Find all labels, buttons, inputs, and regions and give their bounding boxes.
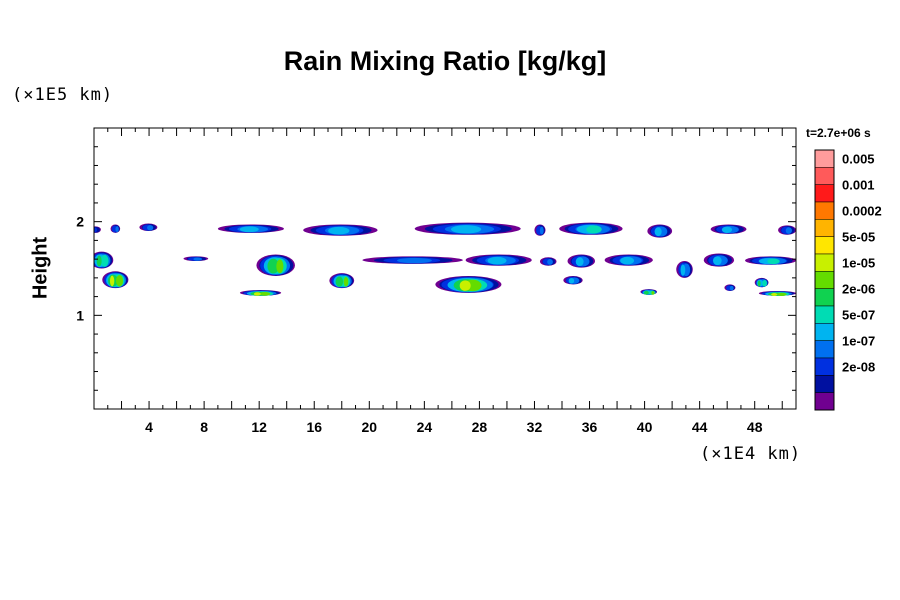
colorbar-segment-1 xyxy=(814,167,835,185)
colorbar-frame xyxy=(814,149,835,411)
colorbar-segment-14 xyxy=(814,392,835,411)
x-tick-label-6: 28 xyxy=(472,419,488,435)
rain-blob-22 xyxy=(703,253,735,267)
colorbar-segment-7 xyxy=(814,271,835,289)
colorbar-segment-6 xyxy=(814,253,835,272)
colorbar-segment-5 xyxy=(814,236,835,255)
x-tick-label-4: 20 xyxy=(362,419,378,435)
rain-blob-7 xyxy=(559,222,623,235)
colorbar: 0.005 0.001 0.0002 5e-05 1e-05 2e-06 5e-07 1e-0… xyxy=(814,149,882,411)
rain-blob-8 xyxy=(647,224,673,238)
colorbar-segment-11 xyxy=(814,340,835,359)
rain-blob-1 xyxy=(110,224,121,233)
rain-blob-6 xyxy=(534,224,546,236)
rain-blob-21 xyxy=(676,261,693,278)
rain-blob-25 xyxy=(239,290,282,296)
colorbar-label-4: 1e-05 xyxy=(842,256,875,271)
colorbar-label-6: 5e-07 xyxy=(842,308,875,323)
rain-blob-10 xyxy=(778,225,796,235)
rain-blob-2 xyxy=(139,223,158,232)
x-tick-label-9: 40 xyxy=(637,419,653,435)
y-tick-label-0: 1 xyxy=(76,307,84,323)
colorbar-label-8: 2e-08 xyxy=(842,360,875,375)
rain-blob-4 xyxy=(303,224,378,236)
y-axis-unit: (×1E5 km) xyxy=(12,85,114,105)
colorbar-label-7: 1e-07 xyxy=(842,334,875,349)
colorbar-segment-2 xyxy=(814,184,835,203)
x-tick-label-1: 8 xyxy=(200,419,208,435)
rain-blob-26 xyxy=(640,289,657,295)
colorbar-label-3: 5e-05 xyxy=(842,230,875,245)
rain-blob-16 xyxy=(362,256,463,264)
x-tick-label-8: 36 xyxy=(582,419,598,435)
colorbar-label-5: 2e-06 xyxy=(842,282,875,297)
rain-blob-9 xyxy=(710,224,747,234)
colorbar-segment-10 xyxy=(814,323,835,341)
colorbar-segment-12 xyxy=(814,357,835,376)
rain-blob-15 xyxy=(329,273,355,289)
colorbar-segment-8 xyxy=(814,288,835,307)
time-label: t=2.7e+06 s xyxy=(806,126,871,140)
rain-blob-12 xyxy=(102,271,129,289)
rain-blob-19 xyxy=(567,254,596,268)
rain-blob-14 xyxy=(256,254,295,276)
colorbar-label-0: 0.005 xyxy=(842,152,875,167)
chart-title: Rain Mixing Ratio [kg/kg] xyxy=(283,46,607,76)
rain-blob-27 xyxy=(758,290,796,296)
x-tick-label-2: 12 xyxy=(251,419,267,435)
y-tick-label-1: 2 xyxy=(76,214,84,230)
x-tick-label-7: 32 xyxy=(527,419,543,435)
rain-blob-30 xyxy=(754,277,769,288)
rain-blob-28 xyxy=(563,275,583,285)
colorbar-label-1: 0.001 xyxy=(842,178,875,193)
colorbar-segment-0 xyxy=(814,149,835,168)
colorbar-segment-9 xyxy=(814,305,835,324)
rain-blob-13 xyxy=(183,256,209,262)
colorbar-segment-4 xyxy=(814,219,835,237)
plot-frame xyxy=(93,127,797,410)
x-tick-label-3: 16 xyxy=(306,419,322,435)
colorbar-label-2: 0.0002 xyxy=(842,204,882,219)
x-tick-label-10: 44 xyxy=(692,419,708,435)
rain-blob-5 xyxy=(414,222,521,235)
contour-field xyxy=(94,222,796,296)
rain-blob-18 xyxy=(539,257,557,266)
colorbar-segment-3 xyxy=(814,201,835,220)
rain-blob-23 xyxy=(745,256,796,265)
rain-blob-11 xyxy=(94,251,114,269)
colorbar-segment-13 xyxy=(814,375,835,393)
x-tick-label-11: 48 xyxy=(747,419,763,435)
x-axis-unit: (×1E4 km) xyxy=(700,444,802,464)
rain-blob-29 xyxy=(724,284,736,291)
rain-blob-20 xyxy=(604,254,653,266)
rain-blob-0 xyxy=(94,226,101,233)
x-tick-label-5: 24 xyxy=(417,419,433,435)
rain-blob-17 xyxy=(465,254,532,266)
x-tick-label-0: 4 xyxy=(145,419,153,435)
rain-blob-3 xyxy=(217,224,284,233)
rain-blob-24 xyxy=(435,275,502,293)
